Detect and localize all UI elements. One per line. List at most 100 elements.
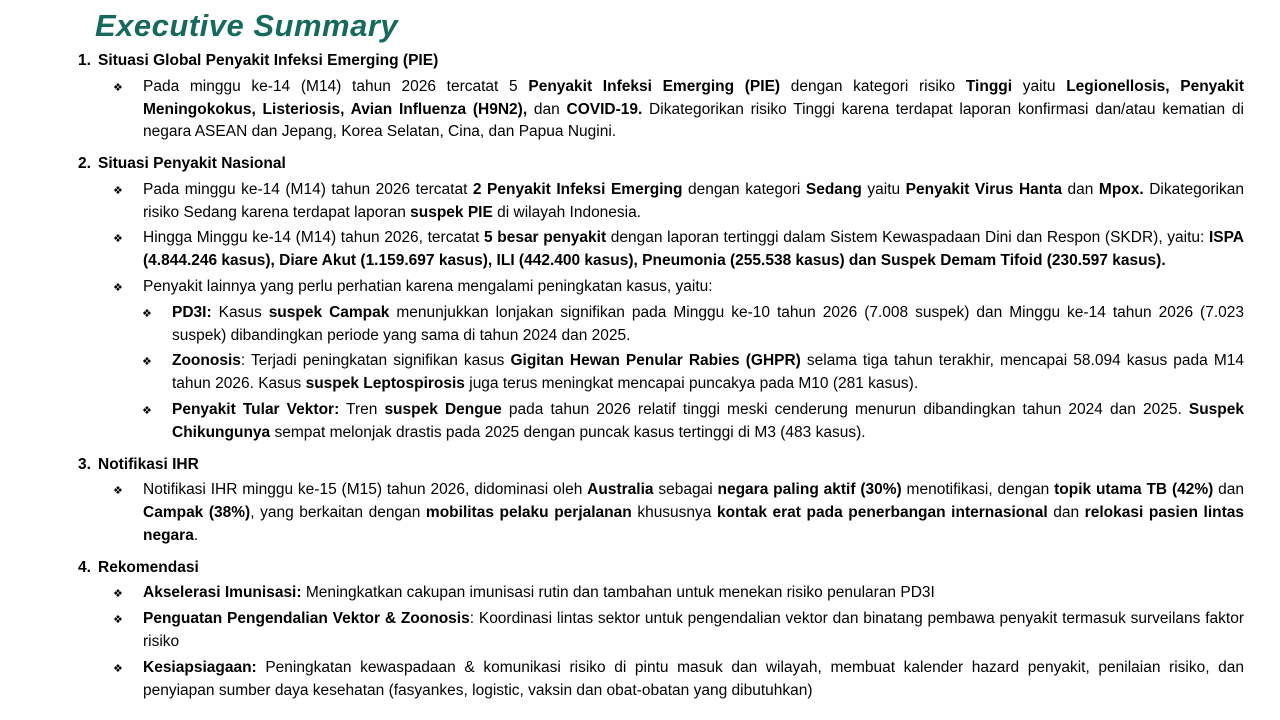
text-run: di wilayah Indonesia. [492, 203, 642, 221]
section-number: 3. [78, 455, 91, 473]
text-run: Tren [339, 400, 385, 418]
bullet-item: ❖ Zoonosis: Terjadi peningkatan signifika… [78, 350, 1244, 396]
text-run-bold: mobilitas pelaku perjalanan [425, 504, 632, 522]
text-run-bold: COVID-19. [566, 100, 643, 118]
text-run: Meningkatkan cakupan imunisasi rutin dan… [301, 584, 935, 602]
bullet-text: Penyakit lainnya yang perlu perhatian ka… [143, 276, 1244, 299]
text-run-bold: Penguatan Pengendalian Vektor & Zoonosis [143, 610, 470, 628]
text-run-bold: Penyakit Infeksi Emerging (PIE) [528, 77, 781, 95]
text-run: dengan kategori [682, 180, 806, 198]
text-run-bold: Penyakit Tular Vektor: [172, 400, 340, 418]
diamond-bullet-icon: ❖ [113, 184, 123, 197]
bullet-item: ❖ Pada minggu ke-14 (M14) tahun 2026 terc… [78, 76, 1244, 144]
text-run: dengan laporan tertinggi dalam Sistem Ke… [606, 229, 1209, 247]
diamond-bullet-icon: ❖ [113, 614, 123, 627]
text-run: , yang berkaitan dengan [250, 504, 426, 522]
section-title: Rekomendasi [98, 558, 199, 576]
section-1: 1. Situasi Global Penyakit Infeksi Emergi… [78, 50, 1244, 144]
text-run: Peningkatan kewaspadaan & komunikasi ris… [143, 658, 1244, 699]
bullet-text: Notifikasi IHR minggu ke-15 (M15) tahun … [143, 479, 1244, 547]
text-run-bold: relokasi pasien lintas negara [143, 504, 1244, 544]
text-run-bold: Suspek Chikungunya [172, 400, 1244, 441]
bullet-text: PD3I: Kasus suspek Campak menunjukkan lo… [172, 302, 1244, 348]
section-3: 3. Notifikasi IHR ❖ Notifikasi IHR minggu k… [78, 454, 1244, 548]
text-run-bold: ISPA (4.844.246 kasus), Diare Akut (1.15… [143, 229, 1244, 270]
diamond-bullet-icon: ❖ [113, 485, 123, 498]
text-run-bold: suspek Dengue [384, 400, 502, 418]
text-run: dan [1213, 481, 1244, 499]
bullet-text: Pada minggu ke-14 (M14) tahun 2026 terca… [143, 179, 1244, 225]
text-run: dengan kategori risiko [780, 77, 966, 95]
section-heading: 1. Situasi Global Penyakit Infeksi Emergi… [78, 50, 1244, 73]
bullet-item: ❖ Kesiapsiagaan: Peningkatan kewaspadaan … [78, 657, 1244, 703]
text-run-bold: Tinggi [965, 77, 1013, 95]
text-run: selama tiga tahun terakhir, mencapai 58.… [172, 352, 1244, 393]
text-run-bold: PD3I: [172, 303, 212, 321]
diamond-bullet-icon: ❖ [113, 282, 123, 295]
text-run: menunjukkan lonjakan signifikan pada Min… [172, 303, 1245, 344]
diamond-bullet-icon: ❖ [113, 662, 123, 675]
text-run: yaitu [1012, 77, 1067, 95]
bullet-item: ❖ Notifikasi IHR minggu ke-15 (M15) tahun… [78, 479, 1244, 547]
bullet-item: ❖ Penyakit Tular Vektor: Tren suspek Deng… [78, 399, 1244, 445]
text-run-bold: suspek Campak [268, 303, 390, 321]
bullet-item: ❖ Penguatan Pengendalian Vektor & Zoonosi… [78, 608, 1244, 654]
diamond-bullet-icon: ❖ [113, 588, 123, 601]
section-number: 1. [78, 52, 91, 69]
text-run-bold: Sedang [805, 180, 862, 198]
text-run: Notifikasi IHR minggu ke-15 (M15) tahun … [143, 481, 588, 499]
text-run-bold: 5 besar penyakit [483, 229, 607, 247]
page-title: Executive Summary [95, 8, 399, 43]
text-run: sempat melonjak drastis pada 2025 dengan… [270, 423, 866, 441]
text-run: Penyakit lainnya yang perlu perhatian ka… [143, 278, 713, 296]
bullet-text: Penyakit Tular Vektor: Tren suspek Dengu… [172, 399, 1244, 445]
text-run-bold: topik utama TB (42%) [1054, 481, 1214, 499]
section-4: 4. Rekomendasi ❖ Akselerasi Imunisasi: Meni… [78, 557, 1244, 703]
bullet-item: ❖ Akselerasi Imunisasi: Meningkatkan caku… [78, 582, 1244, 605]
text-run: Hingga Minggu ke-14 (M14) tahun 2026, te… [143, 229, 484, 247]
bullet-text: Penguatan Pengendalian Vektor & Zoonosis… [143, 608, 1244, 654]
text-run: pada tahun 2026 relatif tinggi meski cen… [501, 400, 1189, 418]
text-run: : Koordinasi lintas sektor untuk pengend… [143, 610, 1245, 650]
text-run: Dikategorikan risiko Tinggi karena terda… [143, 100, 1244, 141]
section-title: Notifikasi IHR [98, 455, 199, 473]
section-2: 2. Situasi Penyakit Nasional ❖ Pada minggu … [78, 153, 1244, 444]
text-run: Dikategorikan risiko Sedang karena terda… [143, 180, 1244, 221]
content: 1. Situasi Global Penyakit Infeksi Emergi… [78, 50, 1244, 711]
bullet-text: Hingga Minggu ke-14 (M14) tahun 2026, te… [143, 227, 1244, 273]
text-run: sebagai [653, 481, 718, 499]
text-run: menotifikasi, dengan [901, 481, 1055, 499]
text-run-bold: Akselerasi Imunisasi: [143, 584, 302, 602]
text-run-bold: Kesiapsiagaan: [143, 658, 257, 676]
text-run-bold: Zoonosis [172, 352, 241, 370]
text-run: : Terjadi peningkatan signifikan kasus [240, 352, 511, 370]
text-run: Pada minggu ke-14 (M14) tahun 2026 terca… [143, 77, 529, 95]
section-title: Situasi Penyakit Nasional [98, 155, 286, 173]
diamond-bullet-icon: ❖ [113, 233, 123, 246]
text-run: khususnya [631, 504, 717, 522]
text-run-bold: Legionellosis, Penyakit Meningokokus, Li… [143, 77, 1244, 118]
text-run-bold: Australia [587, 481, 654, 499]
text-run: dan [527, 100, 567, 118]
bullet-item: ❖ Hingga Minggu ke-14 (M14) tahun 2026, t… [78, 227, 1244, 273]
bullet-text: Pada minggu ke-14 (M14) tahun 2026 terca… [143, 76, 1244, 144]
text-run-bold: suspek Leptospirosis [305, 375, 465, 393]
text-run-bold: Mpox. [1098, 180, 1144, 198]
section-number: 2. [78, 155, 91, 173]
section-number: 4. [78, 558, 91, 576]
bullet-text: Zoonosis: Terjadi peningkatan signifikan… [172, 350, 1244, 396]
text-run-bold: kontak erat pada penerbangan internasion… [717, 504, 1048, 522]
text-run: juga terus meningkat mencapai puncakya p… [464, 375, 919, 393]
text-run: Pada minggu ke-14 (M14) tahun 2026 terca… [143, 180, 473, 198]
text-run: yaitu [861, 180, 906, 198]
diamond-bullet-icon: ❖ [142, 356, 152, 369]
text-run-bold: negara paling aktif (30%) [717, 481, 902, 499]
bullet-item: ❖ Penyakit lainnya yang perlu perhatian k… [78, 276, 1244, 299]
section-heading: 2. Situasi Penyakit Nasional [78, 153, 1244, 176]
bullet-text: Kesiapsiagaan: Peningkatan kewaspadaan &… [143, 657, 1244, 703]
diamond-bullet-icon: ❖ [113, 81, 123, 94]
text-run-bold: Gigitan Hewan Penular Rabies (GHPR) [510, 352, 801, 370]
section-title: Situasi Global Penyakit Infeksi Emerging… [98, 52, 439, 69]
text-run: dan [1047, 504, 1085, 522]
